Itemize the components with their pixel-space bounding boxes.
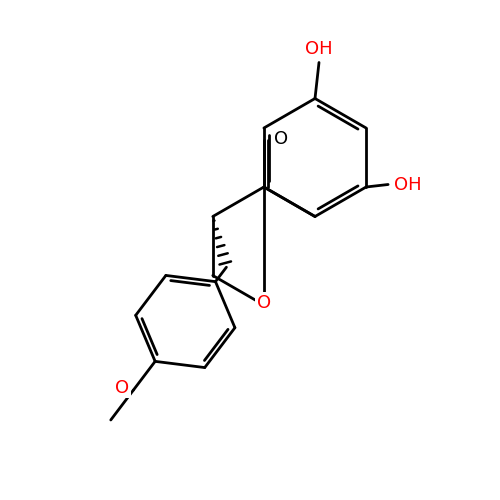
Text: O: O [116,378,130,396]
Text: O: O [257,294,271,312]
Text: OH: OH [305,40,333,58]
Text: OH: OH [394,176,422,194]
Text: O: O [274,130,288,148]
